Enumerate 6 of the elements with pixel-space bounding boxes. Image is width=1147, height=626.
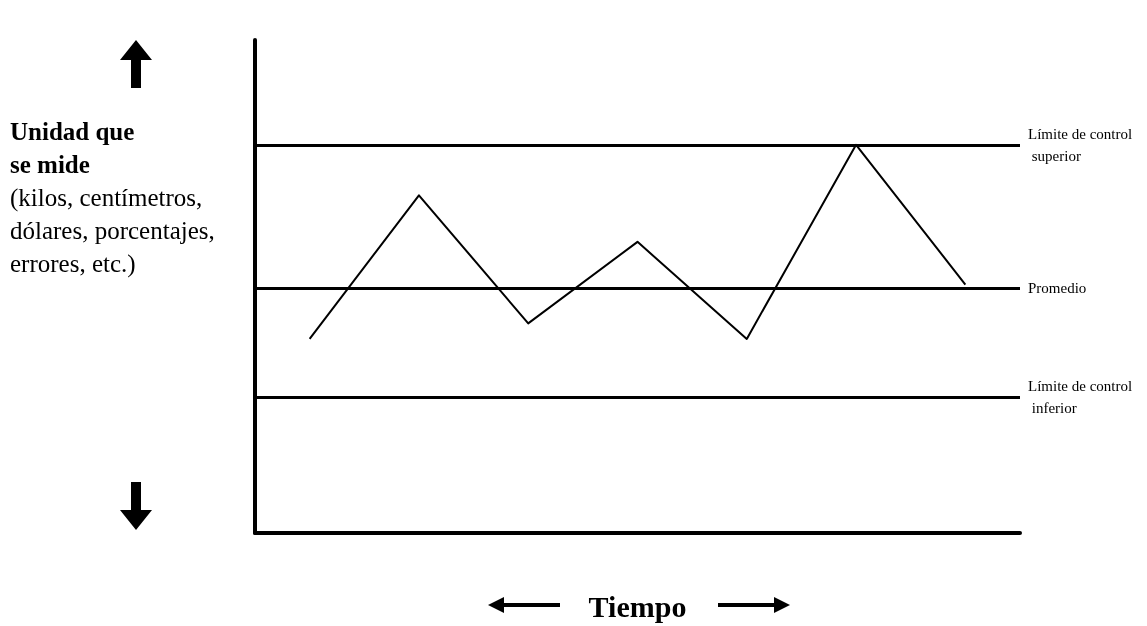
- x-axis-title: Tiempo: [588, 589, 687, 623]
- ref-line-label: Promedio: [1028, 280, 1087, 297]
- y-axis-title: Unidad que se mide: [10, 117, 136, 180]
- ref-line-label: Límite de control inferior: [1028, 378, 1133, 417]
- text: (kilos, centímetros, dólares, porcentajes, errores, etc.): [10, 184, 215, 277]
- ref-line-label: Límite de control superior: [1028, 125, 1133, 164]
